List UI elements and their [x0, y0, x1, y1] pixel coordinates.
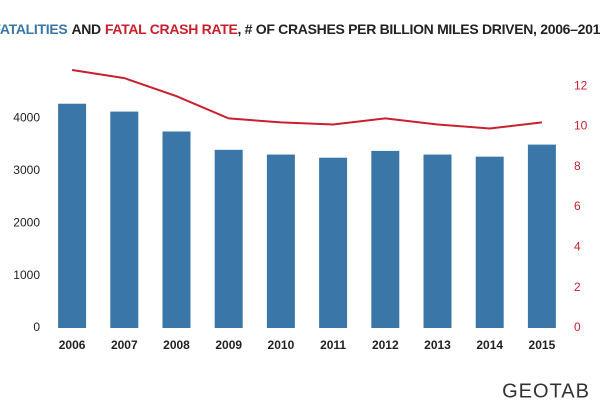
y2-tick-label: 2 [574, 280, 581, 294]
y2-tick-label: 12 [574, 78, 588, 92]
y-tick-label: 4000 [13, 111, 40, 125]
y-tick-label: 3000 [13, 163, 40, 177]
x-tick-label: 2007 [111, 338, 138, 352]
x-tick-label: 2011 [320, 338, 346, 352]
title-part: FATALITIES [0, 21, 67, 37]
title-part: , # OF CRASHES PER BILLION MILES DRIVEN,… [237, 21, 600, 37]
logo: GEOTAB [502, 380, 590, 402]
chart-title: FATALITIESANDFATAL CRASH RATE, # OF CRAS… [0, 21, 600, 37]
bar [214, 149, 243, 328]
bar [371, 150, 400, 328]
x-tick-label: 2012 [372, 338, 399, 352]
bar [319, 157, 348, 328]
line [71, 69, 543, 130]
bar [162, 131, 191, 328]
y2-tick-label: 4 [574, 240, 581, 254]
x-tick-label: 2014 [476, 338, 503, 352]
bar [266, 154, 295, 328]
bar [475, 156, 504, 328]
y-tick-label: 0 [33, 320, 40, 334]
bar [527, 144, 556, 328]
title-part: FATAL CRASH RATE [105, 21, 238, 37]
x-tick-label: 2008 [163, 338, 190, 352]
y2-tick-label: 0 [574, 320, 581, 334]
x-tick-label: 2010 [268, 338, 295, 352]
y2-tick-label: 10 [574, 119, 588, 133]
bar [58, 103, 87, 328]
x-tick-label: 2006 [59, 338, 86, 352]
title-part: AND [71, 21, 101, 37]
bar [423, 154, 452, 328]
bar [110, 111, 139, 328]
y2-tick-label: 6 [574, 199, 581, 213]
x-tick-label: 2015 [529, 338, 556, 352]
y-tick-label: 2000 [13, 215, 40, 229]
x-tick-label: 2013 [424, 338, 451, 352]
y-tick-label: 1000 [13, 268, 40, 282]
x-tick-label: 2009 [215, 338, 242, 352]
y2-tick-label: 8 [574, 159, 581, 173]
